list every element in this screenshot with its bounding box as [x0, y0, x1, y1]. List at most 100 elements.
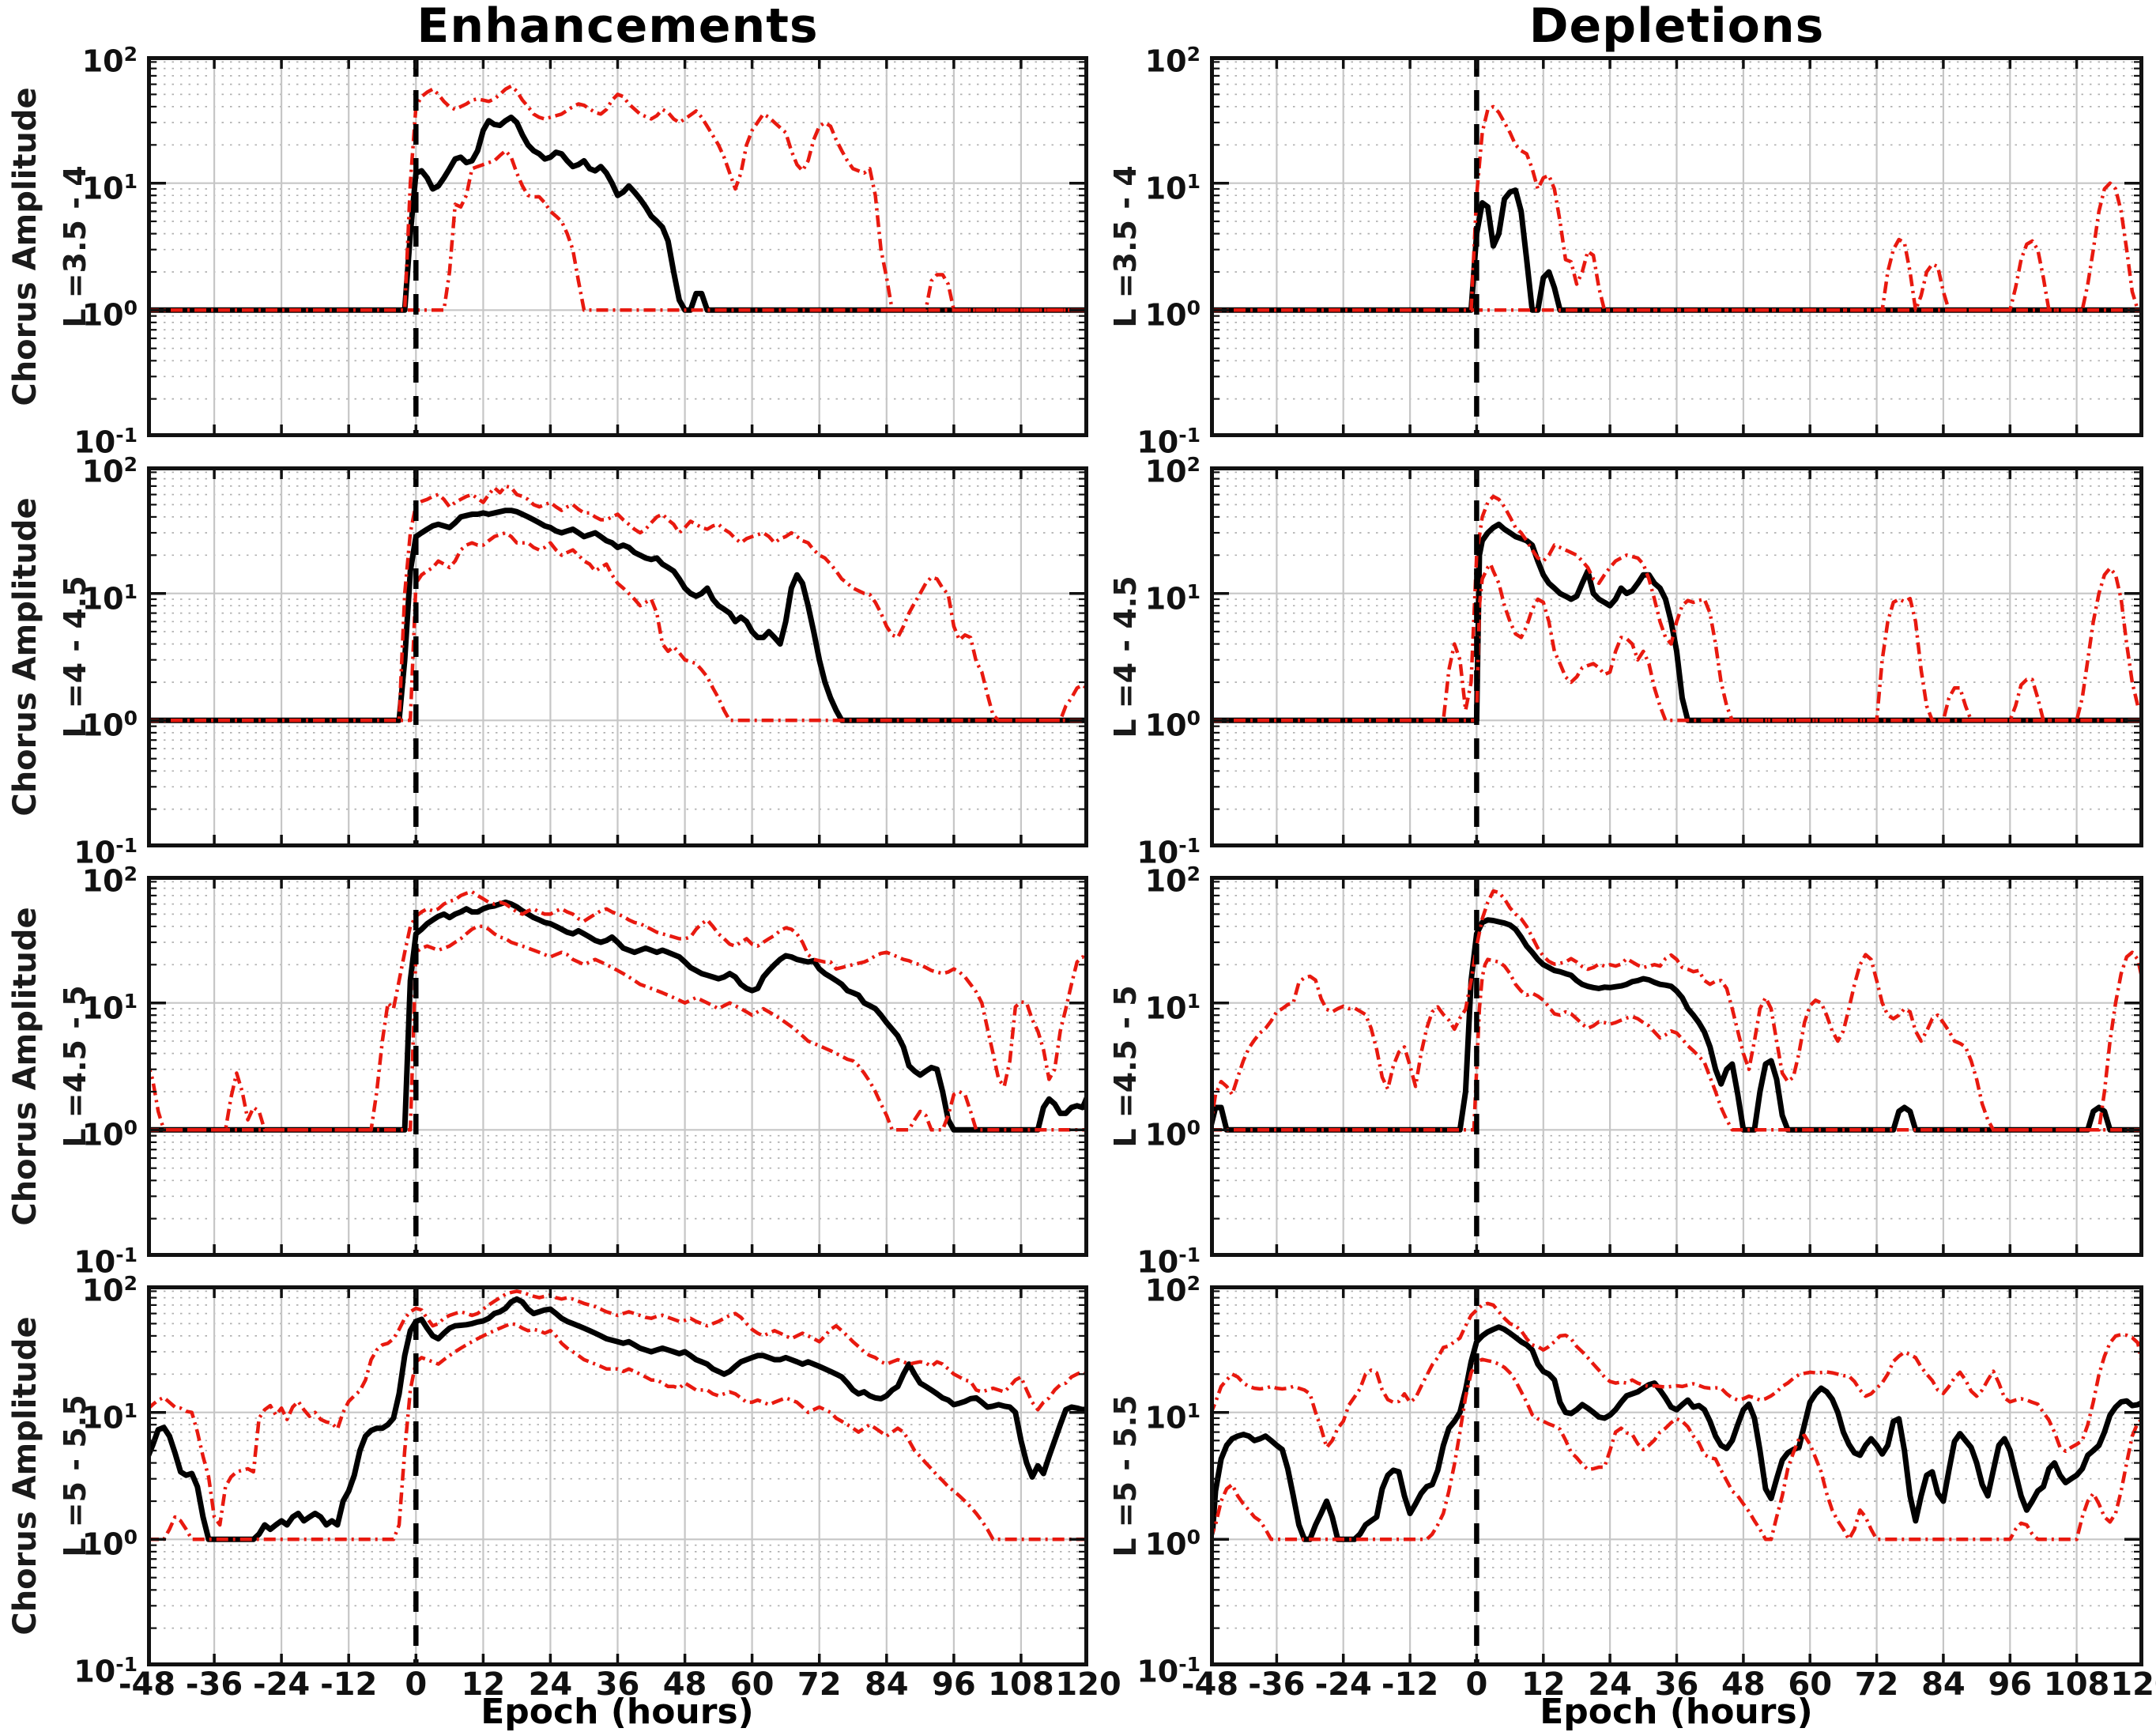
- y-tick-label: 100: [1144, 1116, 1200, 1153]
- x-tick-label: 72: [797, 1666, 842, 1703]
- x-tick-label: 72: [1854, 1666, 1899, 1703]
- y-tick-label: 101: [81, 579, 138, 617]
- x-tick-label: 48: [662, 1666, 707, 1703]
- grid-major: [147, 876, 1088, 1257]
- series-upper_quartile: [1210, 889, 2143, 1132]
- x-tick-label: 96: [932, 1666, 976, 1703]
- y-tick-label: 10-1: [74, 424, 138, 460]
- plot-frame: [1210, 56, 2143, 437]
- series-median: [1210, 1324, 2143, 1542]
- x-tick-label: 120: [2110, 1666, 2156, 1703]
- panel-depletions-l5-5.5: [1210, 1285, 2143, 1666]
- series-upper_quartile: [147, 84, 1088, 312]
- y-axis-label-row3: Chorus Amplitude: [7, 907, 43, 1226]
- y-tick-label: 100: [81, 296, 138, 333]
- y-tick-label: 102: [1144, 862, 1200, 899]
- x-tick-label: -24: [1314, 1666, 1372, 1703]
- y-tick-label: 10-1: [1136, 1243, 1200, 1280]
- series-median: [1210, 521, 2143, 723]
- y-tick-label: 102: [81, 43, 138, 79]
- x-tick-label: 60: [1788, 1666, 1833, 1703]
- y-tick-label: 102: [1144, 43, 1200, 79]
- y-tick-label: 100: [1144, 707, 1200, 743]
- series-lower_quartile: [147, 149, 1088, 312]
- x-tick-label: 120: [1055, 1666, 1121, 1703]
- series-median: [147, 508, 1088, 723]
- series-median: [147, 1296, 1088, 1542]
- series-upper_quartile: [147, 1289, 1088, 1527]
- x-tick-label: 12: [1521, 1666, 1566, 1703]
- y-tick-label: 102: [81, 1272, 138, 1308]
- panel-enhancements-l4-4.5: [147, 466, 1088, 847]
- series-lower_quartile: [147, 924, 1088, 1132]
- y-tick-label: 10-1: [1136, 424, 1200, 460]
- plot-frame: [147, 876, 1088, 1257]
- grid-major: [147, 56, 1088, 437]
- y-tick-label: 101: [1144, 989, 1200, 1026]
- series-median: [1210, 187, 2143, 313]
- plot-frame: [147, 1285, 1088, 1666]
- series-upper_quartile: [147, 889, 1088, 1132]
- panel-enhancements-l3.5-4: [147, 56, 1088, 437]
- x-tick-label: 12: [461, 1666, 506, 1703]
- x-tick-label: 48: [1721, 1666, 1766, 1703]
- x-tick-label: -48: [118, 1666, 176, 1703]
- x-tick-label: -12: [320, 1666, 378, 1703]
- x-tick-label: -48: [1181, 1666, 1239, 1703]
- plot-frame: [1210, 466, 2143, 847]
- x-tick-label: 36: [1654, 1666, 1699, 1703]
- x-tick-label: -12: [1381, 1666, 1439, 1703]
- y-tick-label: 10-1: [74, 1243, 138, 1280]
- y-tick-label: 100: [81, 1526, 138, 1562]
- y-tick-label: 102: [1144, 453, 1200, 489]
- x-tick-label: 108: [988, 1666, 1054, 1703]
- x-tick-label: 0: [405, 1666, 428, 1703]
- series-lower_quartile: [1210, 562, 2143, 723]
- panel-enhancements-l4.5-5: [147, 876, 1088, 1257]
- y-tick-label: 101: [1144, 169, 1200, 206]
- y-axis-label-row2: Chorus Amplitude: [7, 497, 43, 817]
- x-tick-label: 84: [864, 1666, 909, 1703]
- y-tick-label: 100: [1144, 1526, 1200, 1562]
- series-upper_quartile: [1210, 1301, 2143, 1453]
- x-tick-label: 36: [595, 1666, 640, 1703]
- grid-major: [147, 466, 1088, 847]
- series-lower_quartile: [1210, 957, 2143, 1132]
- y-tick-label: 101: [81, 1398, 138, 1436]
- y-tick-label: 100: [1144, 296, 1200, 333]
- y-tick-label: 10-1: [1136, 1653, 1200, 1689]
- x-tick-label: 24: [528, 1666, 573, 1703]
- x-tick-label: 0: [1465, 1666, 1488, 1703]
- x-tick-label: 84: [1921, 1666, 1966, 1703]
- enhancements-title: Enhancements: [416, 0, 819, 54]
- x-tick-label: -36: [185, 1666, 243, 1703]
- series-upper_quartile: [1210, 494, 2143, 723]
- y-tick-label: 100: [81, 1116, 138, 1153]
- series-lower_quartile: [147, 530, 1088, 723]
- y-tick-label: 102: [81, 862, 138, 899]
- y-tick-label: 10-1: [1136, 834, 1200, 870]
- x-tick-label: 96: [1988, 1666, 2033, 1703]
- series-median: [1210, 917, 2143, 1133]
- plot-frame: [147, 56, 1088, 437]
- y-tick-label: 100: [81, 707, 138, 743]
- y-tick-label: 101: [81, 989, 138, 1026]
- plot-frame: [1210, 876, 2143, 1257]
- depletions-title: Depletions: [1528, 0, 1825, 54]
- series-upper_quartile: [147, 484, 1088, 723]
- y-tick-label: 10-1: [74, 1653, 138, 1689]
- series-upper_quartile: [1210, 104, 2143, 312]
- grid-major: [1210, 876, 2143, 1257]
- y-tick-label: 10-1: [74, 834, 138, 870]
- y-tick-label: 102: [1144, 1272, 1200, 1308]
- x-tick-label: -36: [1248, 1666, 1306, 1703]
- series-lower_quartile: [1210, 1357, 2143, 1541]
- panel-depletions-l3.5-4: [1210, 56, 2143, 437]
- y-tick-label: 101: [1144, 1398, 1200, 1436]
- x-tick-label: 60: [729, 1666, 775, 1703]
- x-tick-label: 108: [2043, 1666, 2110, 1703]
- y-tick-label: 101: [81, 169, 138, 206]
- plot-frame: [147, 466, 1088, 847]
- panel-enhancements-l5-5.5: [147, 1285, 1088, 1666]
